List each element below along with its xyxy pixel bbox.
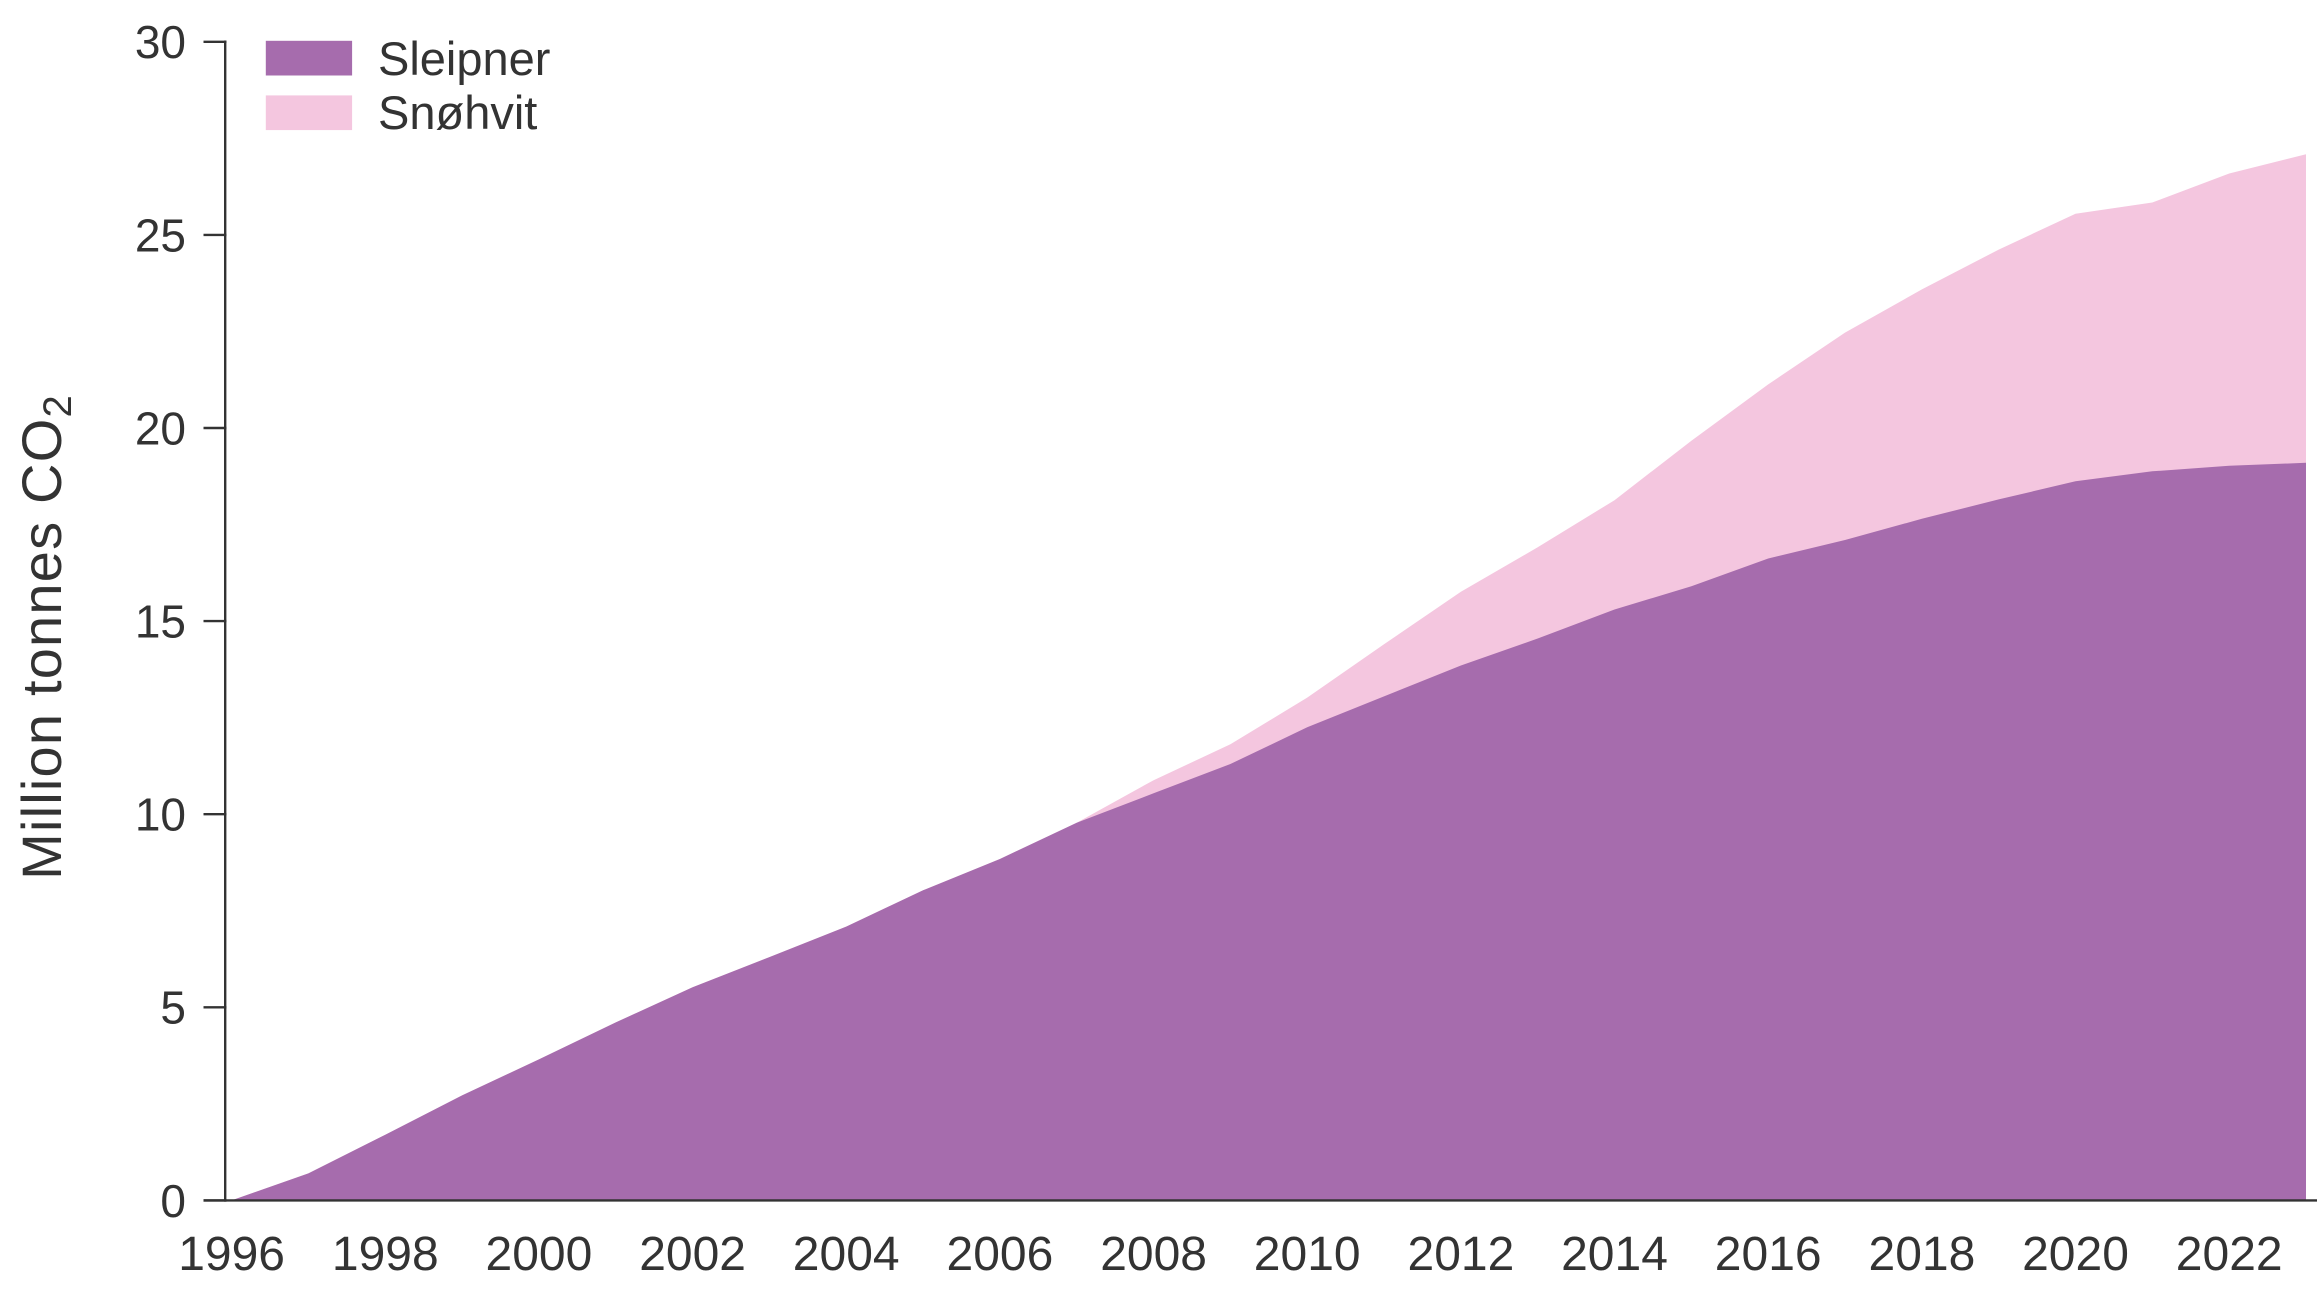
svg-text:2002: 2002 <box>639 1228 746 1281</box>
svg-text:Snøhvit: Snøhvit <box>378 86 537 139</box>
svg-text:2000: 2000 <box>486 1228 593 1281</box>
svg-text:2016: 2016 <box>1715 1228 1822 1281</box>
svg-text:1996: 1996 <box>178 1228 285 1281</box>
svg-text:2004: 2004 <box>793 1228 900 1281</box>
svg-text:2020: 2020 <box>2022 1228 2129 1281</box>
svg-text:25: 25 <box>135 209 186 261</box>
svg-text:Sleipner: Sleipner <box>378 32 550 85</box>
svg-text:2022: 2022 <box>2176 1228 2283 1281</box>
svg-text:2014: 2014 <box>1561 1228 1668 1281</box>
svg-text:15: 15 <box>135 596 186 648</box>
svg-text:30: 30 <box>135 16 186 68</box>
svg-text:5: 5 <box>160 982 186 1034</box>
svg-text:2010: 2010 <box>1254 1228 1361 1281</box>
svg-text:10: 10 <box>135 789 186 841</box>
svg-text:2012: 2012 <box>1408 1228 1515 1281</box>
svg-text:Million tonnes CO2: Million tonnes CO2 <box>10 394 80 880</box>
svg-text:2006: 2006 <box>947 1228 1054 1281</box>
svg-text:20: 20 <box>135 402 186 454</box>
svg-text:2008: 2008 <box>1100 1228 1207 1281</box>
svg-text:0: 0 <box>160 1175 186 1227</box>
svg-text:2018: 2018 <box>1869 1228 1976 1281</box>
svg-text:1998: 1998 <box>332 1228 439 1281</box>
